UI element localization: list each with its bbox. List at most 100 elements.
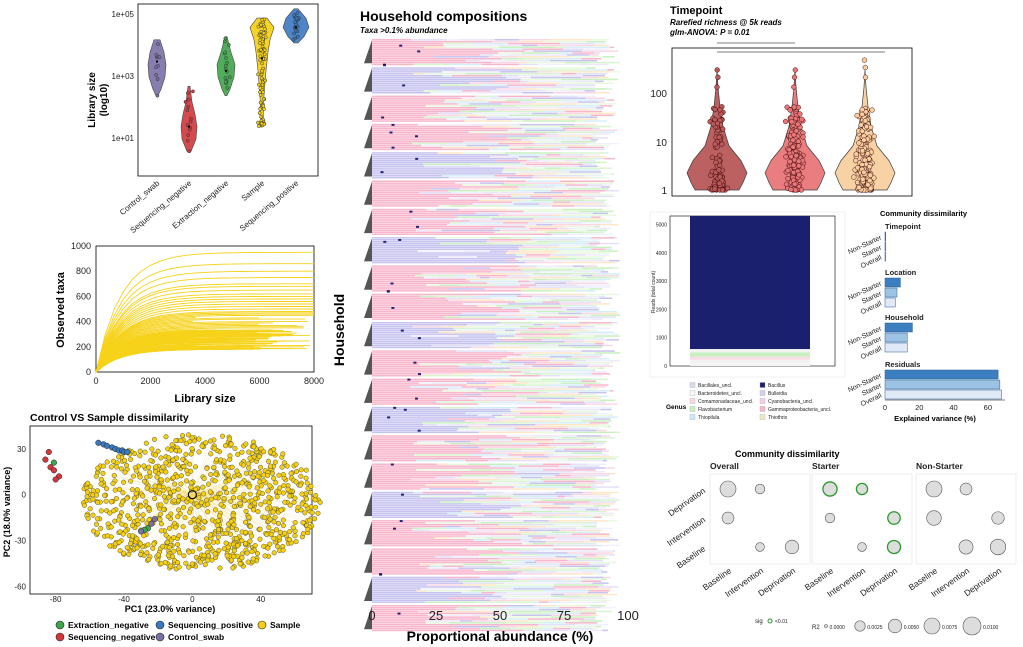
- household-segment: [524, 273, 533, 275]
- sample-point: [153, 465, 158, 470]
- sample-point: [187, 550, 192, 555]
- household-segment: [554, 558, 567, 560]
- household-segment: [372, 143, 412, 145]
- violin-median: [261, 57, 263, 59]
- violin-point: [261, 91, 264, 94]
- household-segment: [601, 186, 610, 188]
- sample-point: [287, 529, 292, 534]
- sample-point: [91, 497, 96, 502]
- household-segment: [372, 147, 442, 149]
- household-segment: [372, 415, 478, 417]
- household-segment: [530, 483, 576, 485]
- household-segment: [553, 517, 561, 519]
- sample-point: [196, 519, 201, 524]
- household-segment: [479, 554, 507, 556]
- household-segment: [372, 186, 492, 188]
- library-ylabel-line1: Library size: [87, 72, 98, 128]
- household-segment: [603, 577, 610, 579]
- household-segment: [563, 392, 579, 394]
- household-segment: [372, 250, 418, 252]
- household-segment: [558, 520, 608, 522]
- household-segment: [372, 149, 489, 151]
- household-segment: [477, 256, 522, 258]
- household-segment: [372, 594, 492, 596]
- household-segment: [372, 379, 474, 381]
- household-segment: [519, 465, 559, 467]
- household-segment: [522, 337, 578, 339]
- household-segment: [566, 460, 602, 462]
- household-segment: [507, 137, 527, 139]
- sample-point: [282, 500, 287, 505]
- household-segment: [589, 590, 610, 592]
- household-segment: [467, 205, 505, 207]
- household-segment: [539, 275, 582, 277]
- household-segment: [514, 486, 573, 488]
- household-segment: [438, 152, 463, 154]
- sample-point: [243, 530, 248, 535]
- sample-point: [273, 480, 278, 485]
- violin-point: [225, 61, 228, 64]
- household-segment: [607, 69, 614, 71]
- household-segment: [593, 418, 610, 420]
- household-segment: [372, 271, 492, 273]
- household-segment: [517, 296, 533, 298]
- household-segment: [511, 488, 557, 490]
- household-segment: [431, 345, 489, 347]
- household-segment: [489, 475, 512, 477]
- seqneg-point: [43, 457, 49, 463]
- rarefaction-xtick: 2000: [140, 376, 160, 386]
- household-marker: [364, 125, 372, 148]
- household-segment: [550, 254, 585, 256]
- sample-point: [172, 549, 177, 554]
- household-segment: [558, 390, 610, 392]
- household-segment: [439, 205, 450, 207]
- timepoint-point: [867, 164, 872, 169]
- household-segment: [586, 607, 601, 609]
- pca-ylabel: PC2 (18.0% variance): [2, 467, 12, 558]
- sample-point: [261, 478, 266, 483]
- household-segment: [589, 358, 609, 360]
- household-segment: [587, 277, 608, 279]
- household-segment: [372, 537, 435, 539]
- household-segment: [521, 200, 532, 202]
- household-segment: [505, 324, 534, 326]
- household-segment: [466, 279, 489, 281]
- household-segment: [581, 381, 596, 383]
- household-segment: [532, 322, 560, 324]
- household-segment: [452, 75, 502, 77]
- rarefaction-xtick: 4000: [195, 376, 215, 386]
- sample-point: [241, 463, 246, 468]
- legend-swatch-sequencing-negative: [56, 633, 64, 641]
- library-ytick: 1e+01: [112, 134, 135, 143]
- household-segment: [594, 443, 604, 445]
- sample-point: [114, 465, 119, 470]
- household-segment: [464, 564, 507, 566]
- household-segment: [538, 64, 578, 65]
- household-segment: [554, 430, 597, 432]
- household-segment: [582, 50, 618, 52]
- household-segment: [372, 494, 487, 496]
- household-segment: [538, 45, 595, 47]
- sample-point: [136, 513, 141, 518]
- household-segment: [601, 607, 617, 609]
- reads-ytick: 5000: [656, 222, 667, 228]
- household-segment: [372, 47, 424, 49]
- sample-point: [135, 546, 140, 551]
- sample-point: [313, 493, 318, 498]
- household-segment: [481, 224, 536, 226]
- household-segment: [476, 443, 511, 445]
- sample-point: [190, 435, 195, 440]
- sample-point: [86, 516, 91, 521]
- household-segment: [372, 548, 467, 550]
- household-segment: [492, 303, 508, 305]
- household-segment: [572, 494, 593, 496]
- household-segment: [579, 322, 612, 324]
- sample-point: [204, 440, 209, 445]
- reads-legend-label: Bacteroidetes_uncl.: [698, 391, 742, 397]
- library-xtick: Sequencing_negative: [129, 178, 194, 235]
- household-segment: [493, 81, 521, 83]
- sample-point: [232, 504, 237, 509]
- household-segment: [510, 586, 553, 588]
- violin-point: [227, 43, 230, 46]
- household-segment: [372, 456, 481, 458]
